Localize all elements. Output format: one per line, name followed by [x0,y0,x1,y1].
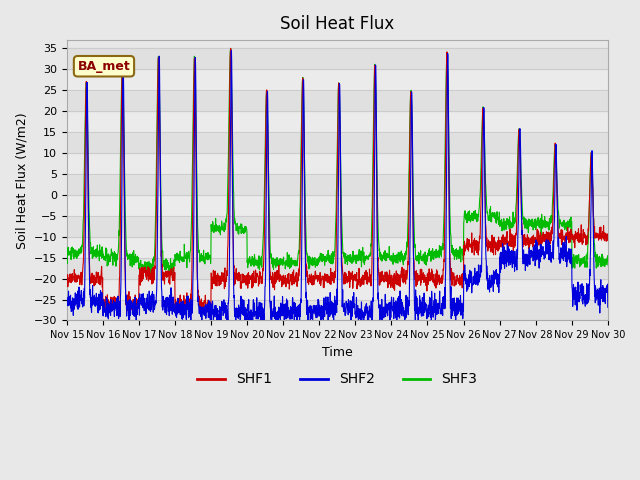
SHF2 [214,310,221,315]
SHF3 [214,223,221,229]
SHF1 [227,46,234,51]
SHF1 [572,228,579,234]
SHF3 [145,272,152,278]
SHF3 [495,215,502,221]
Bar [67,48,608,70]
SHF3 [572,253,579,259]
Bar [67,174,608,195]
Bar [67,70,608,90]
SHF2 [572,287,579,292]
Bar [67,300,608,321]
SHF2 [217,326,225,332]
SHF3 [63,244,70,250]
Line: SHF2: SHF2 [67,50,608,329]
SHF3 [365,252,373,258]
Bar [67,90,608,111]
SHF2 [228,48,236,53]
SHF1 [198,311,205,317]
SHF2 [365,309,373,315]
SHF3 [353,257,361,263]
Legend: SHF1, SHF2, SHF3: SHF1, SHF2, SHF3 [192,367,483,392]
Line: SHF3: SHF3 [67,48,608,275]
Text: BA_met: BA_met [77,60,131,73]
Bar [67,216,608,237]
Bar [67,258,608,278]
Bar [67,111,608,132]
Line: SHF1: SHF1 [67,48,608,314]
SHF1 [604,237,612,243]
SHF2 [495,289,502,295]
SHF1 [365,279,373,285]
SHF1 [495,238,502,243]
SHF1 [214,278,221,284]
SHF1 [557,235,564,240]
SHF1 [63,275,70,280]
SHF2 [604,304,612,310]
SHF3 [604,262,612,268]
SHF2 [353,310,361,316]
SHF2 [557,259,564,264]
Bar [67,132,608,153]
X-axis label: Time: Time [322,346,353,359]
SHF1 [353,282,361,288]
Title: Soil Heat Flux: Soil Heat Flux [280,15,394,33]
Bar [67,153,608,174]
SHF3 [557,219,564,225]
Bar [67,278,608,300]
Bar [67,195,608,216]
SHF2 [63,297,70,302]
SHF3 [227,46,234,51]
Y-axis label: Soil Heat Flux (W/m2): Soil Heat Flux (W/m2) [15,112,28,249]
Bar [67,237,608,258]
